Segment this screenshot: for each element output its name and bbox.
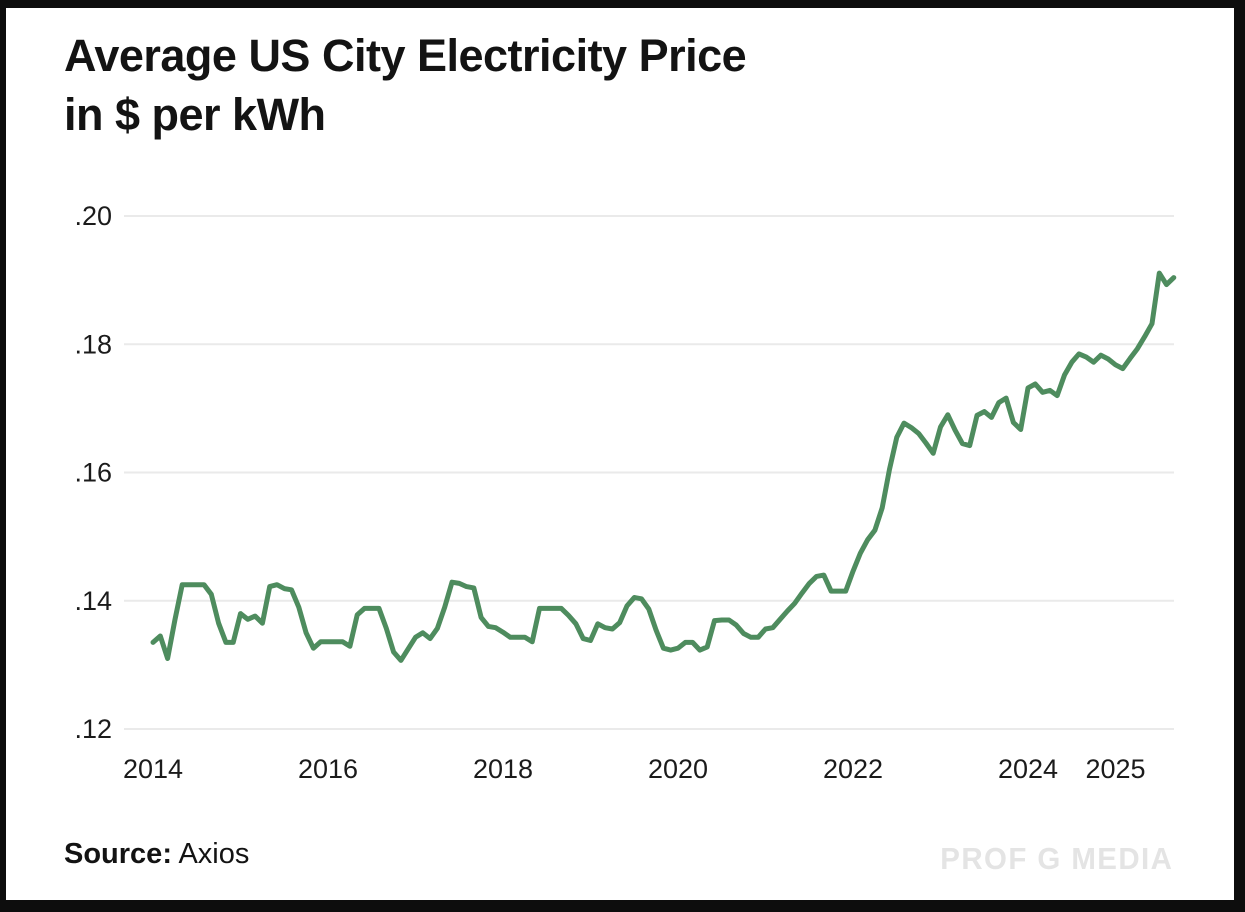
y-tick-label: .18 <box>74 329 112 359</box>
y-tick-label: .12 <box>74 714 112 744</box>
y-tick-label: .16 <box>74 458 112 488</box>
watermark: PROF G MEDIA <box>939 841 1173 876</box>
y-tick-label: .20 <box>74 201 112 231</box>
x-tick-label: 2025 <box>1085 754 1145 784</box>
x-tick-label: 2016 <box>298 754 358 784</box>
source-note: Source: Axios <box>64 838 249 871</box>
source-label: Source: <box>64 838 172 870</box>
x-tick-label: 2024 <box>998 754 1058 784</box>
y-tick-label: .14 <box>74 586 112 616</box>
x-tick-label: 2022 <box>823 754 883 784</box>
source-value: Axios <box>178 838 250 870</box>
chart-title-line2: in $ per kWh <box>64 89 326 140</box>
x-tick-label: 2014 <box>123 754 183 784</box>
chart-title-line1: Average US City Electricity Price <box>64 30 747 81</box>
chart-title: Average US City Electricity Price in $ p… <box>64 26 747 144</box>
x-tick-label: 2020 <box>648 754 708 784</box>
x-tick-label: 2018 <box>473 754 533 784</box>
price-line <box>150 270 1177 663</box>
